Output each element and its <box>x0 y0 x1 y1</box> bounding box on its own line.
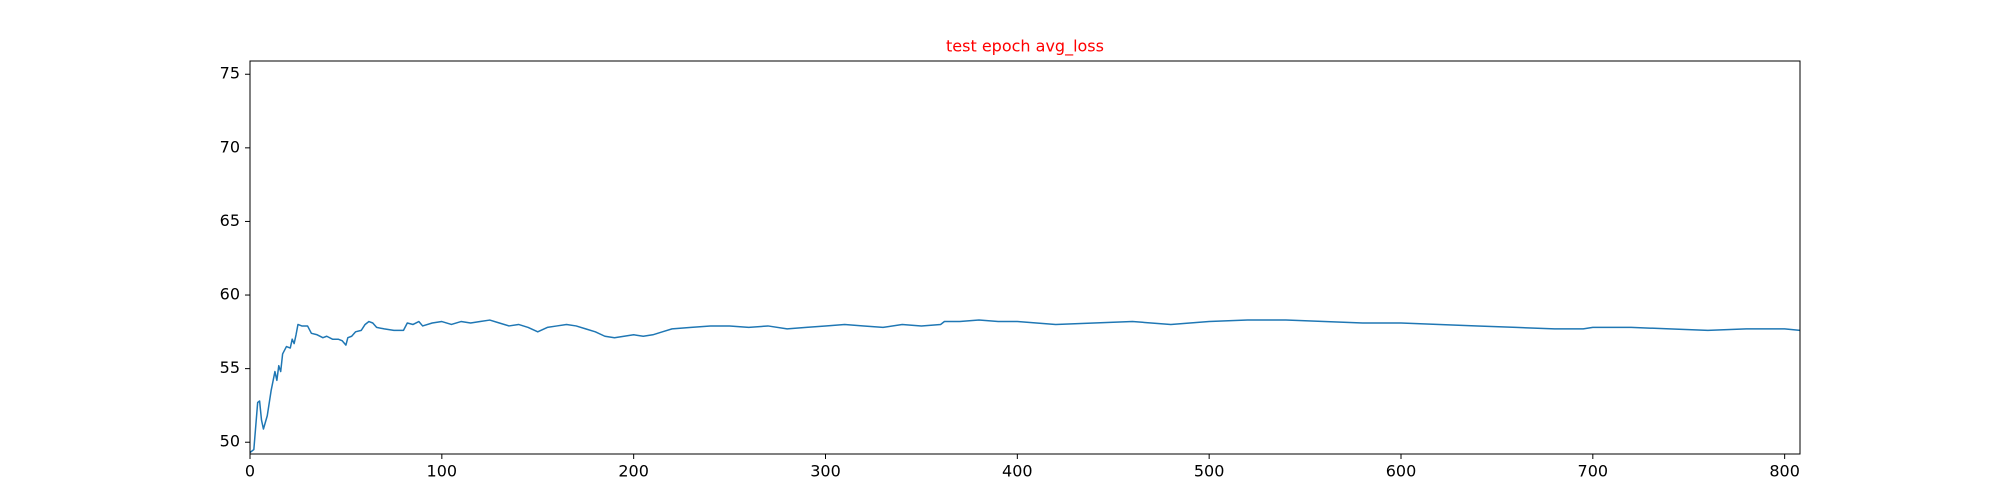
x-tick-label: 200 <box>618 462 649 481</box>
y-tick-label: 70 <box>220 137 240 156</box>
y-tick-label: 75 <box>220 64 240 83</box>
x-tick-label: 100 <box>427 462 458 481</box>
plot-frame <box>249 60 1801 455</box>
x-tick-label: 500 <box>1194 462 1225 481</box>
x-tick-label: 700 <box>1578 462 1609 481</box>
y-tick-label: 65 <box>220 211 240 230</box>
x-tick-label: 300 <box>810 462 841 481</box>
x-tick-label: 0 <box>245 462 255 481</box>
y-tick-label: 60 <box>220 285 240 304</box>
x-tick-label: 400 <box>1002 462 1033 481</box>
x-tick-label: 800 <box>1769 462 1800 481</box>
x-tick-label: 600 <box>1386 462 1417 481</box>
y-tick-label: 50 <box>220 432 240 451</box>
line-series <box>249 319 1801 454</box>
y-tick-label: 55 <box>220 358 240 377</box>
chart-title: test epoch avg_loss <box>946 37 1104 57</box>
